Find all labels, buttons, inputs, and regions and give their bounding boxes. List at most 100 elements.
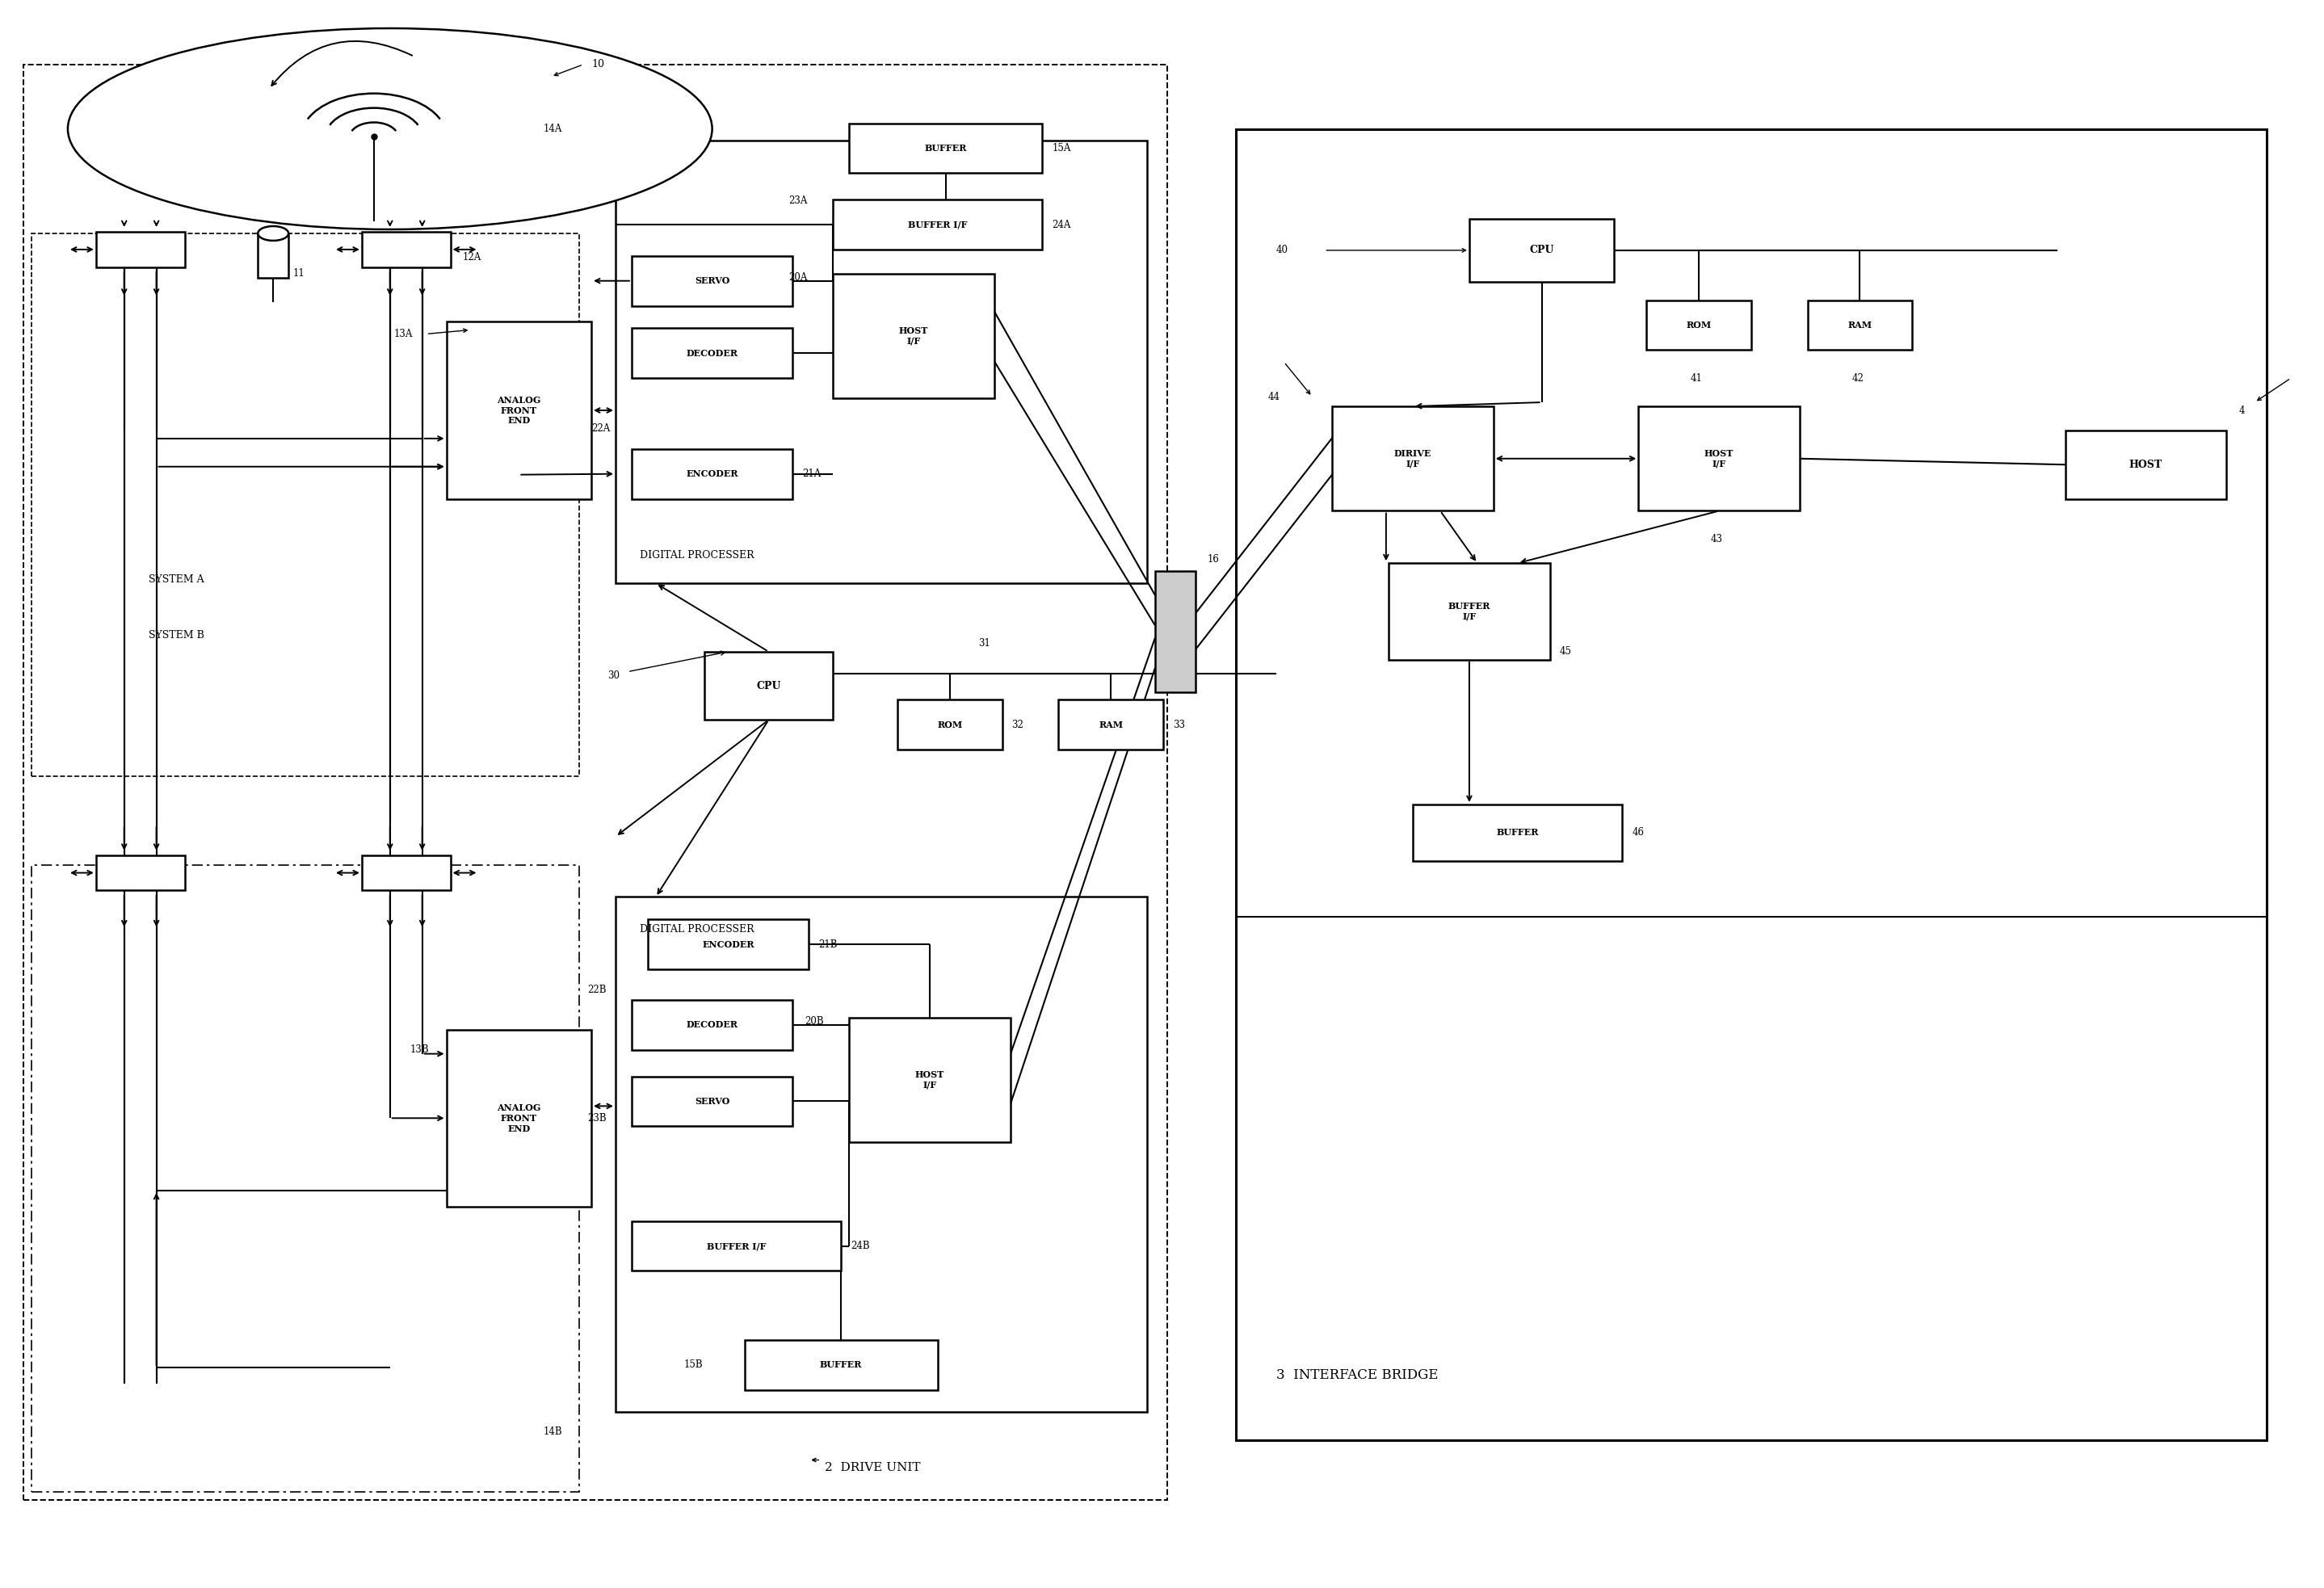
Bar [1638, 407, 1799, 511]
Text: ROM: ROM [937, 721, 962, 729]
Text: ENCODER: ENCODER [702, 940, 755, 950]
Text: 30: 30 [607, 670, 621, 681]
Text: 23A: 23A [788, 195, 806, 206]
Text: DECODER: DECODER [686, 349, 739, 357]
Text: DIRIVE
I/F: DIRIVE I/F [1394, 449, 1432, 468]
Text: 46: 46 [1631, 827, 1643, 838]
Text: DIGITAL PROCESSER: DIGITAL PROCESSER [639, 924, 753, 934]
Text: 31: 31 [978, 638, 990, 649]
Bar [23, 65, 1167, 1501]
Text: 2  DRIVE UNIT: 2 DRIVE UNIT [825, 1463, 920, 1474]
Text: 24B: 24B [851, 1240, 869, 1251]
Bar [616, 897, 1148, 1412]
Bar [33, 233, 579, 777]
Bar [632, 1221, 841, 1270]
Text: 3  INTERFACE BRIDGE: 3 INTERFACE BRIDGE [1276, 1369, 1439, 1383]
Text: 45: 45 [1559, 646, 1571, 657]
Text: 21B: 21B [818, 939, 837, 950]
Text: 13A: 13A [395, 329, 414, 340]
Bar [1332, 407, 1494, 511]
Text: 12A: 12A [462, 252, 481, 262]
Text: ANALOG
FRONT
END: ANALOG FRONT END [497, 1104, 541, 1132]
Text: HOST
I/F: HOST I/F [916, 1070, 944, 1089]
Bar [1155, 572, 1195, 692]
Text: BUFFER
I/F: BUFFER I/F [1448, 602, 1490, 621]
Bar [1469, 219, 1615, 281]
Bar [632, 1077, 792, 1126]
Text: HOST
I/F: HOST I/F [1703, 449, 1734, 468]
Bar [446, 322, 590, 499]
Text: 15B: 15B [683, 1359, 704, 1370]
Bar [848, 124, 1043, 173]
Text: 24A: 24A [1053, 219, 1071, 230]
Text: DIGITAL PROCESSER: DIGITAL PROCESSER [639, 549, 753, 561]
Text: 14A: 14A [544, 124, 562, 133]
Text: 4: 4 [2238, 405, 2245, 416]
Bar [363, 232, 451, 267]
Text: 40: 40 [1276, 245, 1287, 256]
Bar [704, 651, 832, 719]
Text: SYSTEM A: SYSTEM A [149, 573, 205, 584]
Text: DECODER: DECODER [686, 1021, 739, 1029]
Text: BUFFER: BUFFER [925, 143, 967, 152]
Bar [1390, 564, 1550, 659]
Bar [632, 1000, 792, 1050]
Text: SERVO: SERVO [695, 276, 730, 286]
Text: 13B: 13B [409, 1045, 430, 1054]
Text: CPU: CPU [755, 681, 781, 691]
Text: 33: 33 [1174, 719, 1185, 730]
Text: RAM: RAM [1099, 721, 1122, 729]
Bar [95, 854, 184, 891]
Bar [648, 919, 809, 969]
Bar [446, 1029, 590, 1207]
Bar [744, 1340, 937, 1390]
Bar [832, 273, 995, 399]
Text: HOST: HOST [2129, 459, 2161, 470]
Text: SYSTEM B: SYSTEM B [149, 630, 205, 642]
Text: 15A: 15A [1053, 143, 1071, 154]
Bar [616, 141, 1148, 583]
Bar [632, 329, 792, 378]
Text: ROM: ROM [1687, 321, 1710, 330]
Text: 11: 11 [293, 268, 304, 279]
Text: ANALOG
FRONT
END: ANALOG FRONT END [497, 395, 541, 426]
Bar [363, 854, 451, 891]
Bar [33, 865, 579, 1493]
Bar [1236, 129, 2266, 1440]
Text: 14B: 14B [544, 1426, 562, 1437]
Text: 20A: 20A [788, 273, 806, 283]
Text: CPU: CPU [1529, 245, 1555, 256]
Ellipse shape [258, 225, 288, 241]
Text: 20B: 20B [804, 1016, 825, 1027]
Ellipse shape [67, 29, 711, 229]
Text: HOST
I/F: HOST I/F [899, 327, 927, 346]
Text: RAM: RAM [1848, 321, 1873, 330]
Bar [848, 1018, 1011, 1142]
Bar [258, 233, 288, 278]
Bar [1808, 300, 1913, 349]
Bar [1413, 805, 1622, 861]
Text: 22B: 22B [588, 985, 607, 996]
Bar [632, 449, 792, 499]
Text: 21A: 21A [802, 468, 820, 480]
Text: BUFFER I/F: BUFFER I/F [706, 1242, 767, 1250]
Text: 42: 42 [1852, 373, 1864, 383]
Bar [632, 256, 792, 306]
Text: 44: 44 [1269, 391, 1281, 402]
Bar [95, 232, 184, 267]
Text: BUFFER I/F: BUFFER I/F [909, 221, 967, 229]
Text: BUFFER: BUFFER [820, 1361, 862, 1369]
Bar [897, 700, 1002, 750]
Bar [2066, 430, 2226, 499]
Text: SERVO: SERVO [695, 1097, 730, 1105]
Text: 41: 41 [1692, 373, 1703, 383]
Text: 22A: 22A [590, 424, 611, 434]
Text: ENCODER: ENCODER [686, 470, 739, 478]
Bar [832, 200, 1043, 249]
Text: 23B: 23B [588, 1113, 607, 1123]
Text: 32: 32 [1011, 719, 1025, 730]
Bar [1645, 300, 1752, 349]
Text: 10: 10 [590, 59, 604, 70]
Text: 16: 16 [1208, 554, 1220, 564]
Text: 43: 43 [1710, 534, 1722, 545]
